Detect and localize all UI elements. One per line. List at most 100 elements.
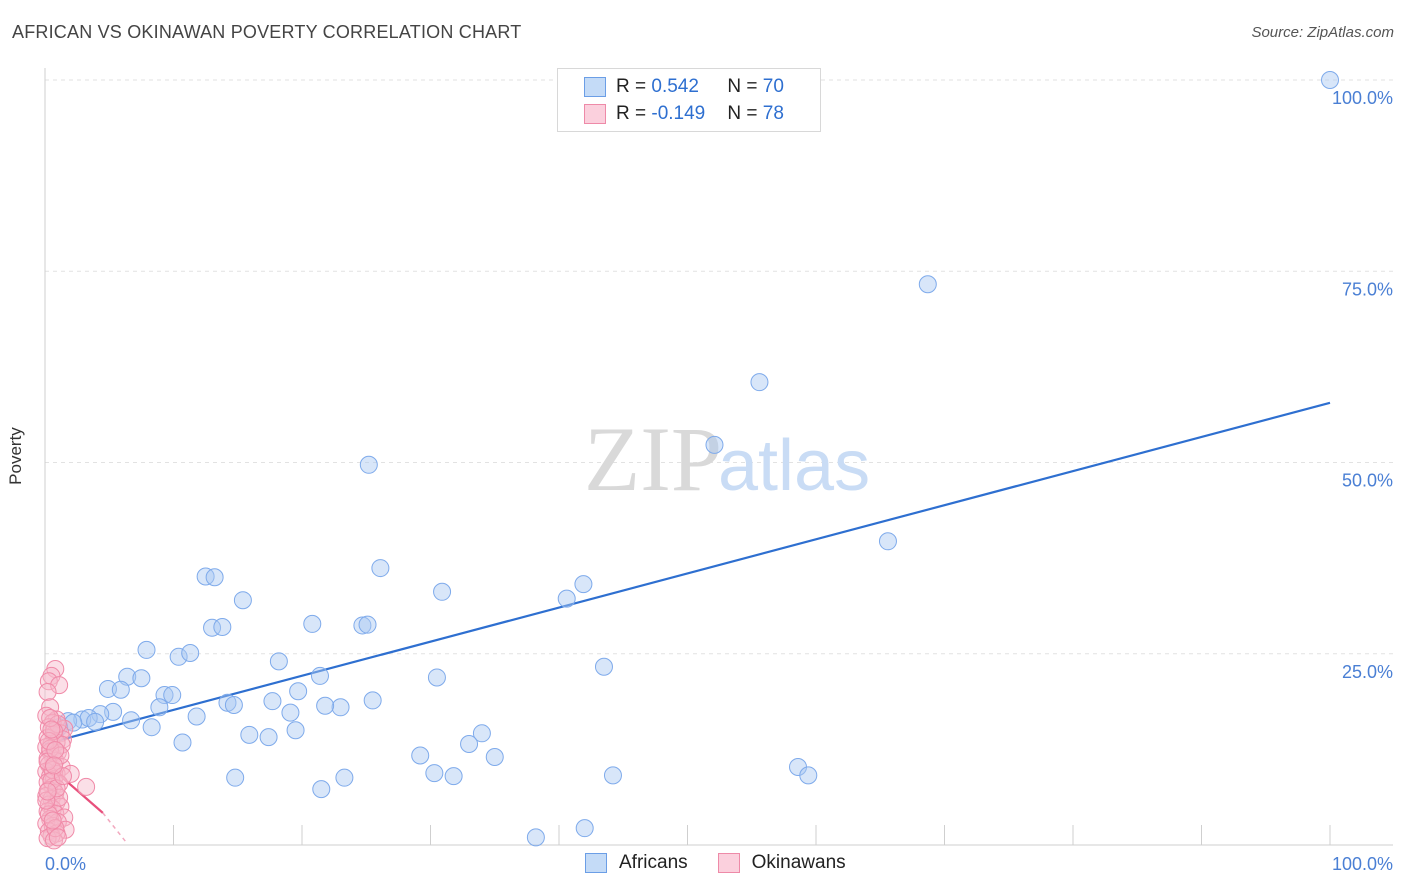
legend-label-okinawans: Okinawans	[751, 852, 846, 873]
legend-n-value-okinawans: 78	[762, 103, 784, 124]
point-africans	[86, 712, 105, 731]
point-africans	[150, 698, 169, 717]
legend-swatch-africans	[584, 77, 606, 97]
point-africans	[263, 692, 282, 711]
point-africans	[286, 721, 305, 740]
point-africans	[316, 696, 335, 715]
point-africans	[557, 589, 576, 608]
legend-item-okinawans[interactable]: Okinawans	[717, 852, 846, 874]
point-africans	[353, 616, 372, 635]
legend-row-okinawans: R = -0.149 N = 78	[584, 102, 784, 126]
point-okinawans	[77, 777, 96, 796]
point-africans	[705, 435, 724, 454]
legend-row-africans: R = 0.542 N = 70	[584, 75, 784, 99]
point-africans	[303, 614, 322, 633]
point-africans	[226, 768, 245, 787]
legend-swatch-okinawans	[584, 104, 606, 124]
axes	[44, 68, 1393, 846]
legend-swatch-africans	[585, 853, 607, 873]
watermark-atlas: atlas	[718, 426, 870, 506]
point-africans	[187, 707, 206, 726]
point-africans	[240, 725, 259, 744]
legend-swatch-okinawans	[717, 853, 740, 873]
point-africans	[205, 568, 224, 587]
point-africans	[196, 567, 215, 586]
point-africans	[142, 718, 161, 737]
point-africans	[331, 698, 350, 717]
point-okinawans	[37, 791, 56, 810]
legend-n-label: N =	[727, 76, 763, 97]
point-africans	[137, 640, 156, 659]
watermark-zip: ZIP	[584, 408, 722, 510]
legend-r-value-africans: 0.542	[651, 76, 699, 97]
x-tick-label-min: 0.0%	[45, 854, 86, 874]
y-tick-label: 50.0%	[1342, 471, 1393, 491]
point-africans	[259, 728, 278, 747]
point-africans	[878, 532, 897, 551]
series-legend: Africans Okinawans	[585, 852, 876, 874]
point-okinawans	[51, 746, 70, 765]
point-africans	[427, 668, 446, 687]
y-tick-label: 25.0%	[1342, 662, 1393, 682]
point-africans	[132, 669, 151, 688]
point-okinawans	[38, 683, 57, 701]
point-africans	[181, 643, 200, 662]
point-africans	[472, 724, 491, 743]
point-africans	[281, 703, 300, 722]
point-africans	[363, 691, 382, 710]
y-tick-labels: 100.0% 75.0% 50.0% 25.0%	[1332, 88, 1393, 682]
point-africans	[118, 667, 137, 686]
point-okinawans	[41, 709, 60, 728]
point-africans	[359, 455, 378, 474]
point-okinawans	[42, 720, 61, 739]
point-africans	[289, 682, 308, 701]
point-africans	[433, 582, 452, 601]
legend-r-label: R =	[616, 76, 652, 97]
point-africans	[1321, 71, 1339, 89]
point-africans	[269, 652, 288, 671]
legend-r-value-okinawans: -0.149	[651, 103, 706, 124]
y-tick-label: 75.0%	[1342, 279, 1393, 299]
source-label: Source: ZipAtlas.com	[1251, 24, 1394, 41]
point-africans	[169, 647, 188, 666]
point-africans	[750, 373, 769, 392]
point-okinawans	[44, 756, 63, 775]
point-africans	[335, 768, 354, 787]
point-africans	[312, 780, 331, 799]
point-africans	[358, 615, 377, 634]
point-africans	[310, 666, 329, 685]
point-africans	[224, 696, 243, 715]
grid-lines	[45, 79, 1393, 655]
legend-n-value-africans: 70	[762, 76, 784, 97]
point-africans	[213, 617, 232, 636]
point-africans	[918, 275, 937, 294]
point-africans	[233, 591, 252, 610]
point-africans	[163, 686, 182, 705]
point-africans	[411, 746, 430, 765]
point-africans	[371, 559, 390, 578]
legend-label-africans: Africans	[619, 852, 688, 873]
point-okinawans	[39, 731, 58, 750]
point-africans	[111, 680, 130, 699]
data-points	[37, 71, 1339, 850]
point-africans	[98, 679, 117, 698]
point-okinawans	[46, 741, 65, 760]
point-okinawans	[50, 676, 69, 695]
chart-title: AFRICAN VS OKINAWAN POVERTY CORRELATION …	[12, 22, 522, 42]
correlation-legend: R = 0.542 N = 70 R = -0.149 N = 78	[557, 68, 821, 132]
point-africans	[122, 711, 141, 730]
point-africans	[444, 767, 463, 786]
point-okinawans	[43, 811, 62, 830]
point-africans	[574, 575, 593, 594]
point-africans	[460, 735, 479, 754]
point-africans	[173, 733, 192, 752]
trend-line-okinawans-extrapolated	[102, 812, 127, 843]
point-okinawans	[38, 782, 57, 801]
point-africans	[526, 828, 545, 847]
x-tick-labels: 0.0% 100.0%	[45, 854, 1393, 874]
point-africans	[799, 766, 818, 785]
legend-item-africans[interactable]: Africans	[585, 852, 688, 874]
point-africans	[485, 748, 504, 767]
point-africans	[594, 657, 613, 676]
